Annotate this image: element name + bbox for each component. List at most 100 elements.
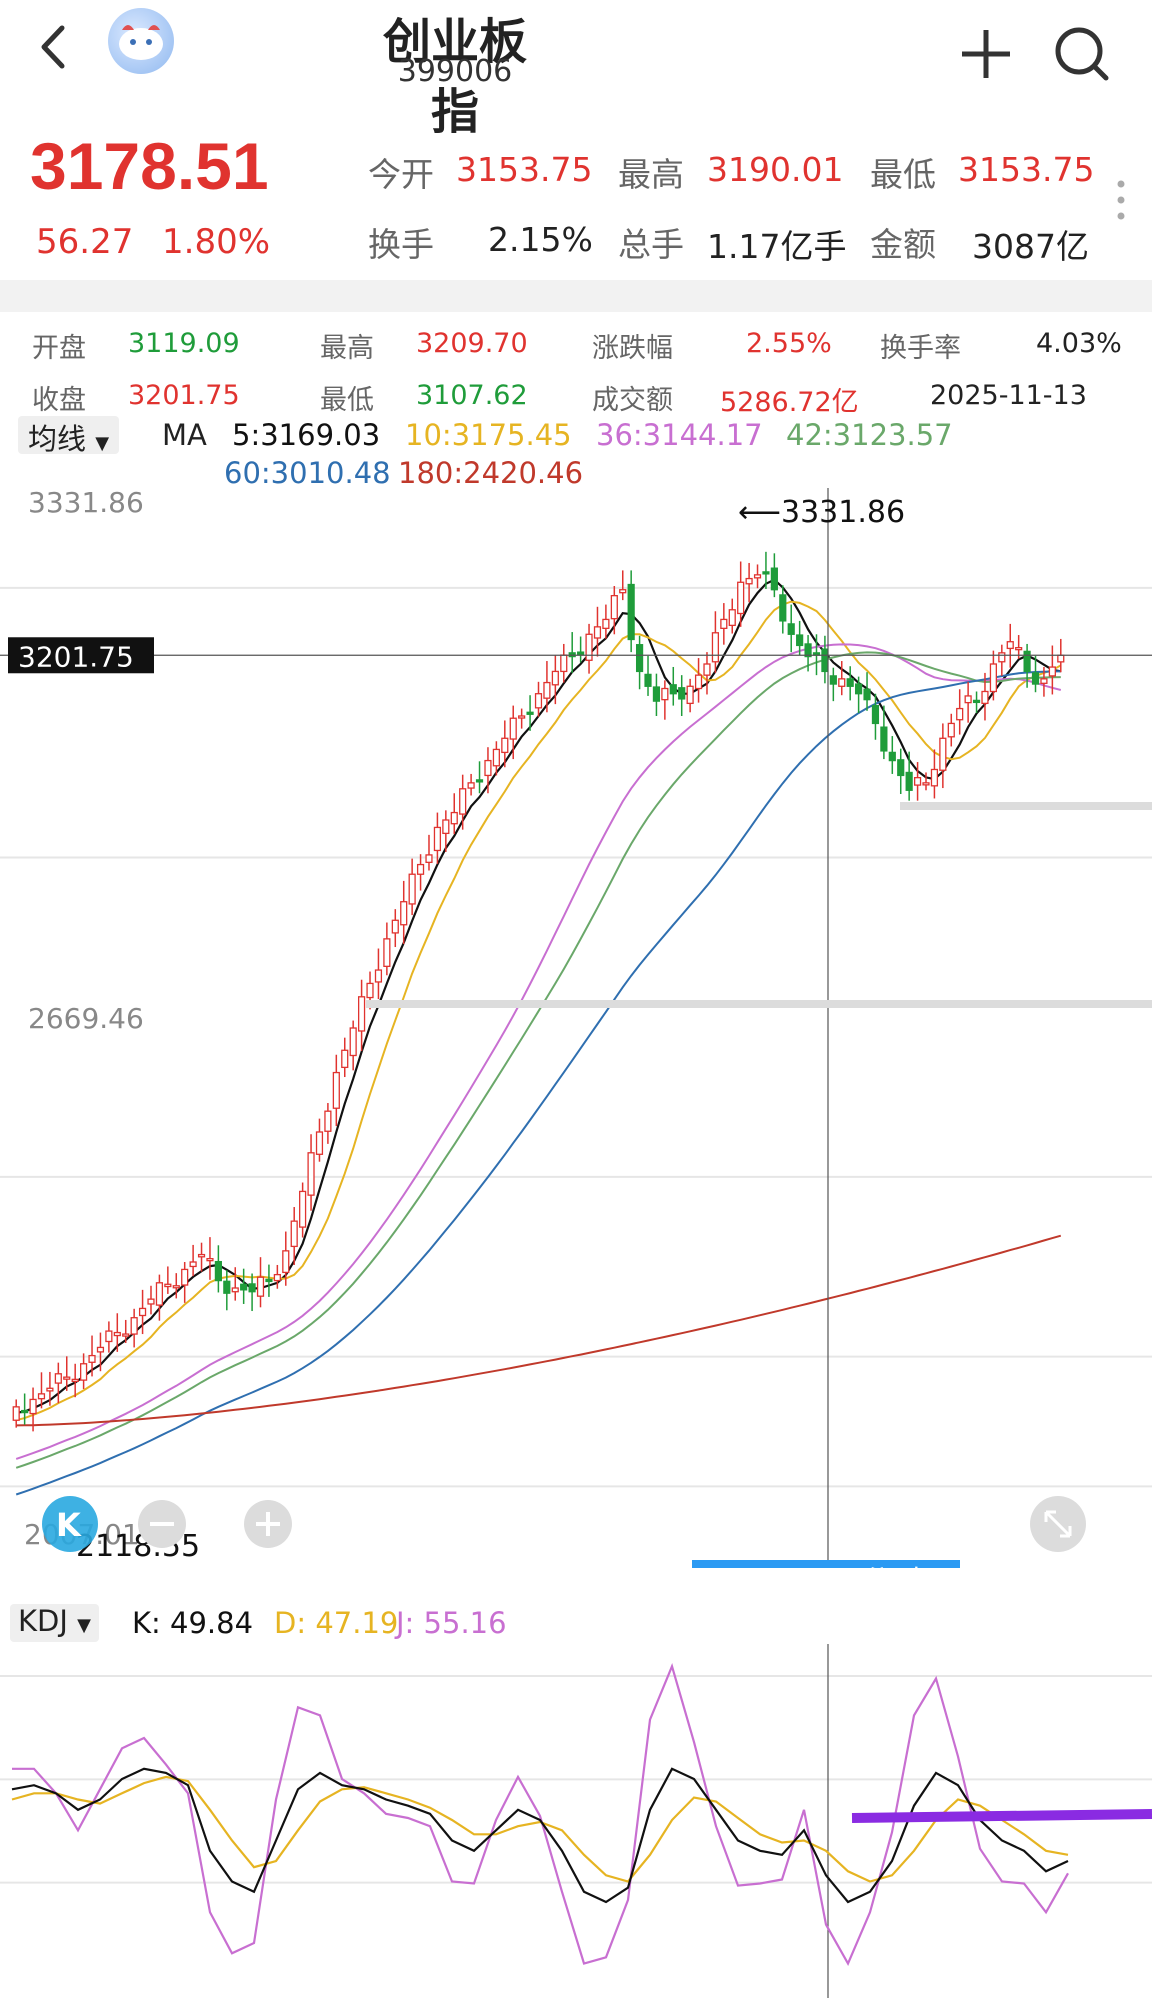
candle-up <box>256 1276 265 1297</box>
search-icon[interactable] <box>1052 24 1112 84</box>
candle-up <box>956 707 964 721</box>
candle-up <box>1048 666 1056 677</box>
kdj-d-value: D: 47.19 <box>274 1606 399 1640</box>
candle-up <box>332 1071 340 1109</box>
price-change-pct: 1.80% <box>162 222 271 262</box>
section-divider <box>0 280 1152 312</box>
candle-up <box>509 717 517 740</box>
ma-selector[interactable]: 均线 ▼ <box>18 416 120 456</box>
candle-down <box>240 1283 248 1291</box>
candle-up <box>534 693 543 709</box>
candle-up <box>442 819 450 835</box>
ma36-value: 36:3144.17 <box>596 418 763 452</box>
candle-up <box>602 618 610 629</box>
crosshair-date-label: 20251113 分时 > <box>700 1565 957 1568</box>
candle-down <box>905 771 913 791</box>
kdj-chart[interactable] <box>0 1644 1152 1998</box>
candle-down <box>644 673 652 687</box>
candle-up <box>551 670 559 686</box>
candle-down <box>223 1280 231 1294</box>
candle-up <box>400 901 408 926</box>
avatar[interactable] <box>108 8 174 74</box>
candle-up <box>720 618 728 629</box>
ma10-value: 10:3175.45 <box>405 418 572 452</box>
candle-down <box>577 651 585 655</box>
low-label: 最低 <box>870 155 936 194</box>
candle-up <box>711 632 720 663</box>
candle-up <box>593 626 602 639</box>
kdj-selector[interactable]: KDJ ▼ <box>10 1604 99 1642</box>
candle-up <box>12 1406 20 1421</box>
high-value: 3190.01 <box>707 150 844 189</box>
candle-down <box>770 567 778 591</box>
price-change: 56.27 <box>36 222 134 262</box>
period-high-label: 最高 <box>320 333 374 364</box>
candle-up <box>273 1273 281 1282</box>
candle-down <box>779 594 787 622</box>
candle-down <box>762 571 770 575</box>
back-icon[interactable] <box>34 22 74 72</box>
ma42-line <box>15 651 1061 1469</box>
candle-up <box>164 1283 172 1288</box>
candlestick-chart[interactable]: 3201.753331.862669.462007.01⟵3331.862118… <box>0 488 1152 1568</box>
candle-up <box>29 1398 37 1415</box>
candle-up <box>71 1378 79 1383</box>
page-title: 创业板指 <box>382 14 527 140</box>
candle-up <box>922 782 930 786</box>
candle-down <box>880 726 888 752</box>
more-icon[interactable] <box>1114 178 1128 224</box>
turnover-label: 换手 <box>368 225 434 264</box>
low-value: 3153.75 <box>958 150 1095 189</box>
fullscreen-icon-arrows <box>1044 1510 1072 1538</box>
y-max-label: 3331.86 <box>28 488 144 519</box>
add-icon[interactable] <box>958 26 1014 82</box>
candle-up <box>450 811 458 825</box>
period-turnover-label: 换手率 <box>880 333 961 364</box>
candle-down <box>627 583 635 641</box>
candle-up <box>484 759 492 777</box>
candle-down <box>1023 650 1031 673</box>
candle-down <box>897 759 905 777</box>
candle-up <box>290 1220 298 1248</box>
price-tag-box <box>8 637 154 674</box>
candle-up <box>206 1258 214 1262</box>
ma36-line <box>15 643 1062 1460</box>
kdj-j-line <box>12 1662 1069 1966</box>
k-button <box>42 1496 98 1552</box>
candle-up <box>947 722 955 738</box>
candle-up <box>324 1110 332 1132</box>
candle-up <box>467 782 475 789</box>
candle-up <box>408 873 416 905</box>
candle-up <box>63 1376 71 1380</box>
candle-up <box>172 1285 180 1289</box>
candle-down <box>863 688 871 701</box>
x-tick-label: 2025-09 <box>338 1565 463 1568</box>
support-band <box>900 802 1152 810</box>
candle-down <box>669 684 677 695</box>
ma-label: MA <box>162 418 207 452</box>
k-button-label: K <box>56 1506 82 1544</box>
candle-up <box>315 1131 324 1155</box>
stock-code: 399006 <box>397 54 513 89</box>
kdj-k-value: K: 49.84 <box>132 1606 254 1640</box>
candle-up <box>686 685 694 705</box>
candle-up <box>416 863 425 875</box>
candle-up <box>1040 678 1048 684</box>
candle-up <box>80 1363 88 1381</box>
kdj-k-line <box>11 1767 1069 1904</box>
candle-up <box>694 674 703 690</box>
period-low-label: 最低 <box>320 385 374 416</box>
candle-down <box>1031 672 1040 685</box>
kdj-d-line <box>11 1775 1069 1883</box>
candle-up <box>518 715 526 719</box>
candle-up <box>939 737 947 771</box>
candle-up <box>501 737 509 754</box>
candle-up <box>113 1331 121 1337</box>
candle-up <box>492 748 500 767</box>
candle-up <box>728 609 736 627</box>
candle-up <box>1006 641 1014 650</box>
volume-value: 1.17亿手 <box>707 227 847 266</box>
candle-up <box>155 1282 164 1306</box>
period-turnover-value: 4.03% <box>1036 328 1122 359</box>
candle-up <box>105 1330 113 1343</box>
